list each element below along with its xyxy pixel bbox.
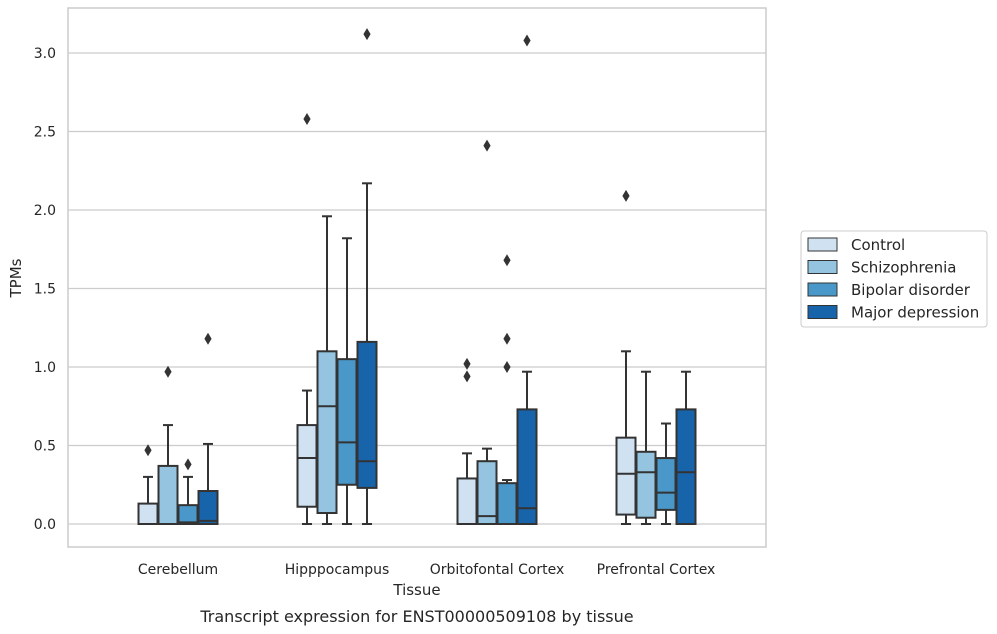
legend-swatch (807, 282, 838, 297)
y-tick-label: 2.0 (34, 203, 56, 219)
iqr-box (296, 424, 318, 508)
iqr-box (356, 340, 378, 489)
iqr-box (675, 408, 697, 526)
outlier-point (503, 361, 511, 373)
x-tick-label: Prefrontal Cortex (597, 562, 716, 578)
outlier-point (523, 34, 531, 47)
legend-label: Schizophrenia (851, 259, 956, 277)
legend-label: Bipolar disorder (851, 281, 971, 299)
outlier-point (204, 332, 212, 345)
y-tick-labels: 0.0 0.5 1.0 1.5 2.0 2.5 3.0 (34, 46, 56, 533)
iqr-box (456, 477, 478, 525)
iqr-box (157, 464, 179, 526)
box-major-depression (356, 28, 378, 525)
outlier-point (503, 254, 511, 267)
x-tick-label: Cerebellum (138, 562, 218, 578)
outlier-point (622, 189, 630, 202)
legend-frame (800, 230, 988, 328)
outlier-point (483, 139, 491, 152)
iqr-box (316, 350, 338, 515)
y-tick-label: 0.5 (34, 439, 56, 455)
y-axis-title: TPMs (7, 258, 25, 298)
box-bipolar-disorder (655, 422, 677, 525)
iqr-box (476, 460, 498, 526)
x-tick-labels: Cerebellum Hipppocampus Orbitofontal Corte… (138, 562, 715, 578)
iqr-box (655, 457, 677, 511)
box-major-depression (516, 34, 538, 526)
iqr-box (336, 358, 358, 486)
iqr-box (496, 482, 518, 525)
iqr-box (615, 436, 637, 516)
legend-swatch (807, 305, 838, 319)
x-tick-label: Orbitofontal Cortex (430, 562, 565, 578)
outlier-point (184, 458, 192, 471)
iqr-box (137, 502, 159, 525)
outlier-point (303, 112, 311, 125)
outlier-point (503, 332, 511, 345)
y-tick-label: 2.5 (34, 125, 56, 141)
x-tick-label: Hipppocampus (285, 562, 390, 578)
y-tick-label: 0.0 (34, 517, 56, 533)
legend-swatch (807, 260, 838, 274)
iqr-box (516, 408, 538, 526)
iqr-box (197, 490, 219, 525)
outlier-point (144, 444, 152, 457)
y-tick-label: 3.0 (34, 46, 56, 62)
plot-frame (67, 7, 767, 548)
legend-label: Control (851, 236, 905, 254)
box-bipolar-disorder (177, 458, 199, 526)
box-groups (137, 28, 697, 526)
legend-swatch (807, 237, 838, 252)
y-tick-label: 1.0 (34, 360, 56, 376)
box-schizophrenia (157, 365, 179, 526)
figure-caption: Transcript expression for ENST0000050910… (199, 607, 633, 626)
iqr-box (177, 504, 199, 526)
box-bipolar-disorder (336, 237, 358, 525)
y-tick-label: 1.5 (34, 282, 56, 298)
box-major-depression (197, 332, 219, 525)
box-control (137, 444, 159, 525)
outlier-point (463, 357, 471, 370)
box-bipolar-disorder (496, 254, 518, 525)
outlier-point (363, 28, 371, 41)
box-major-depression (675, 370, 697, 526)
outlier-point (164, 365, 172, 378)
legend: Control Schizophrenia Bipolar disorder Majo… (800, 230, 988, 328)
x-axis-title: Tissue (392, 581, 440, 599)
iqr-box (635, 450, 657, 519)
legend-label: Major depression (851, 304, 979, 322)
outlier-point (463, 370, 471, 383)
